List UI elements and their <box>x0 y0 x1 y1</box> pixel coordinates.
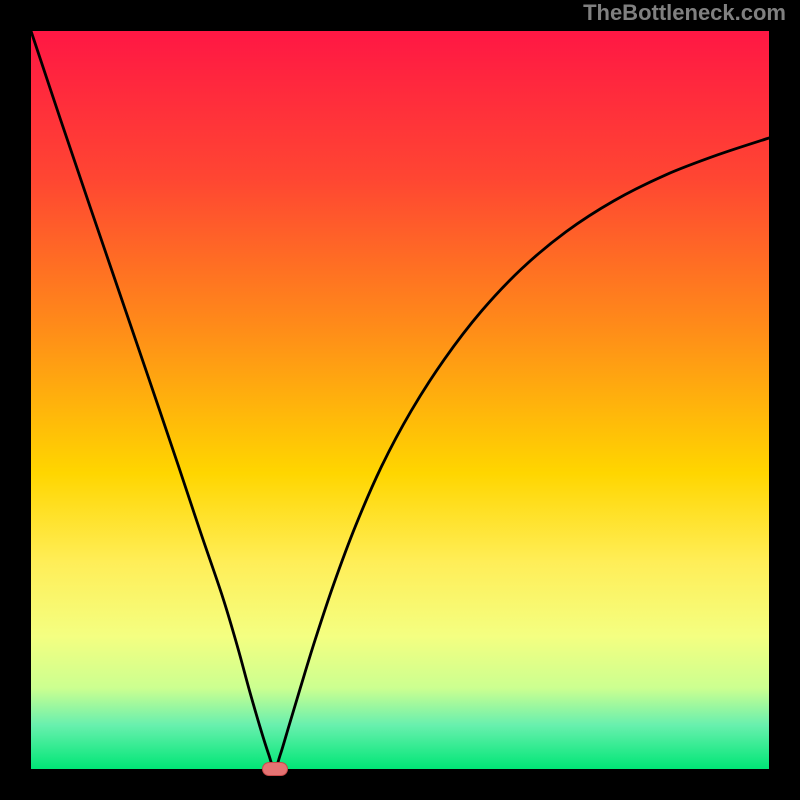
curve-path <box>31 31 769 769</box>
plot-area <box>31 31 769 769</box>
chart-canvas: TheBottleneck.com <box>0 0 800 800</box>
bottleneck-curve <box>31 31 769 769</box>
minimum-marker <box>262 762 288 776</box>
watermark-text: TheBottleneck.com <box>583 0 786 26</box>
